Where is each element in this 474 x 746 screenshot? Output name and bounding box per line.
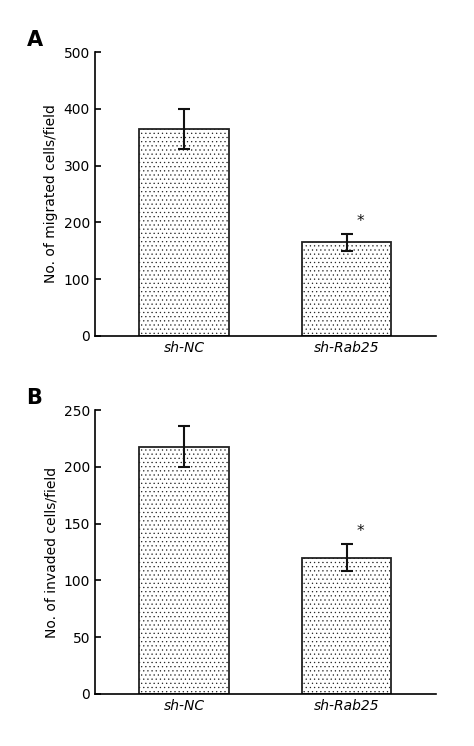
- Y-axis label: No. of invaded cells/field: No. of invaded cells/field: [44, 466, 58, 638]
- Bar: [139, 447, 229, 694]
- Text: A: A: [27, 30, 43, 49]
- Bar: [139, 129, 229, 336]
- Y-axis label: No. of migrated cells/field: No. of migrated cells/field: [44, 104, 58, 283]
- Text: *: *: [356, 524, 364, 539]
- Text: *: *: [356, 213, 364, 228]
- Bar: [302, 558, 392, 694]
- Text: B: B: [27, 388, 42, 407]
- Bar: [302, 242, 392, 336]
